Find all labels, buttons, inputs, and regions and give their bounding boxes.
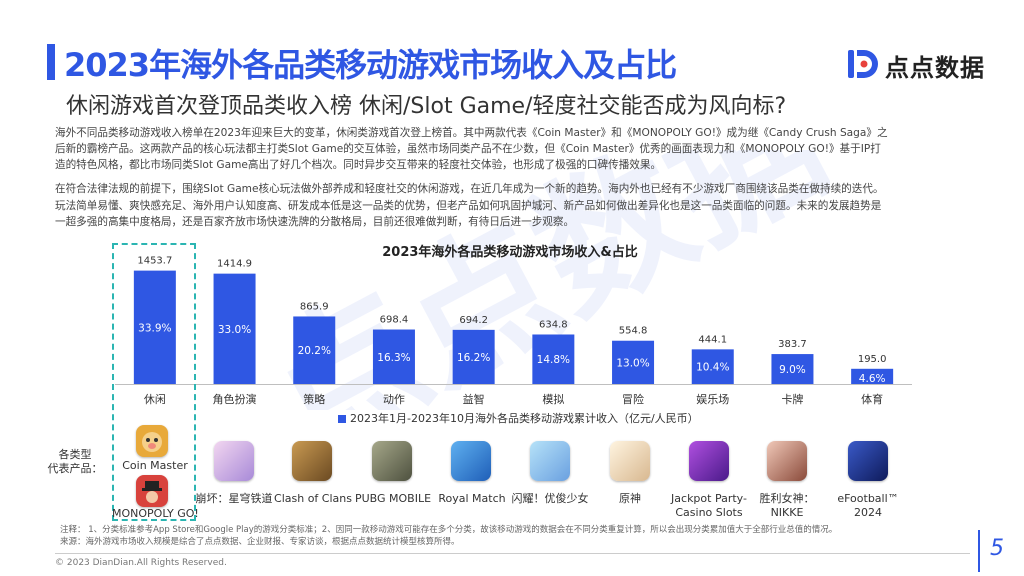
coin-master-icon (136, 425, 168, 457)
clash-of-clans-icon (292, 441, 332, 481)
body-line-6: 一超多强的高集中度格局，还是百家齐放市场快速洗牌的分散格局，目前还很难做判断，有… (55, 216, 575, 228)
share-label-2: 20.2% (298, 345, 331, 357)
bar-5 (532, 334, 575, 384)
jackpot-party-label: Jackpot Party- Casino Slots (671, 492, 747, 519)
representatives-label: 各类型 代表产品： (45, 448, 105, 476)
umamusume-label: 闪耀！优俊少女 (511, 492, 589, 505)
royal-match-label: Royal Match (438, 492, 506, 505)
body-line-5: 玩法简单易懂、爽快感充足、海外用户认知度高、研发成本低是这一品类的优势，但老产品… (55, 200, 882, 212)
footnotes: 注释： 1、分类标准参考App Store和Google Play的游戏分类标准… (60, 524, 837, 548)
diandian-logo: 点点数据 (845, 46, 985, 86)
category-label-4: 益智 (463, 392, 485, 406)
coin-master-label: Coin Master (122, 459, 188, 472)
bar-1 (213, 273, 256, 384)
bar-9 (851, 368, 894, 384)
bar-chart: 1453.7 33.9% 休闲 1414.9 33.0% 角色扮演 865.9 20.2% 策略… (115, 256, 912, 406)
bar-4 (452, 329, 495, 384)
representatives-label-line2: 代表产品： (47, 462, 103, 475)
footnote-line-2: 来源：海外游戏市场收入规模是综合了点点数据、企业财报、专家访谈，根据点点数据统计… (60, 537, 460, 547)
honkai-star-rail-label: 崩坏：星穹铁道 (195, 492, 273, 505)
chart-title: 2023年海外各品类移动游戏市场收入&占比 (382, 245, 638, 260)
body-line-3: 造的特色风格，都比市场同类Slot Game高出了好几个档次。同时异步交互带来的… (55, 159, 662, 171)
value-label-9: 195.0 (858, 354, 887, 365)
footnote-line-1: 注释： 1、分类标准参考App Store和Google Play的游戏分类标准… (60, 525, 838, 535)
share-label-6: 13.0% (616, 357, 649, 369)
category-label-2: 策略 (303, 392, 325, 406)
legend-label: 2023年1月-2023年10月海外各品类移动游戏累计收入（亿元/人民币） (350, 412, 699, 425)
jackpot-party-icon (689, 441, 729, 481)
bar-2 (293, 316, 336, 384)
value-label-7: 444.1 (698, 334, 727, 345)
logo-text: 点点数据 (885, 54, 985, 82)
chart-legend: 2023年1月-2023年10月海外各品类移动游戏累计收入（亿元/人民币） (338, 410, 699, 426)
value-label-4: 694.2 (459, 315, 488, 326)
nikke-icon (767, 441, 807, 481)
share-label-9: 4.6% (859, 373, 886, 385)
monopoly-go-label: MONOPOLY GO! (112, 507, 199, 520)
efootball-label: eFootball™ 2024 (837, 492, 899, 519)
value-label-5: 634.8 (539, 319, 568, 330)
share-label-0: 33.9% (138, 322, 171, 334)
title-accent-bar (47, 44, 55, 80)
page-number: 5 (990, 536, 1004, 561)
share-label-5: 14.8% (537, 354, 570, 366)
genshin-impact-icon (610, 441, 650, 481)
category-label-1: 角色扮演 (213, 392, 257, 406)
diandian-logo-icon (848, 50, 878, 78)
representatives-label-line1: 各类型 (58, 448, 92, 461)
page-title: 2023年海外各品类移动游戏市场收入及占比 (64, 46, 677, 84)
body-line-2: 后新的霸榜产品。这两款产品的核心玩法都主打类Slot Game的交互体验，虽然市… (55, 143, 881, 155)
honkai-star-rail-icon (214, 441, 254, 481)
genshin-impact-label: 原神 (619, 492, 641, 505)
efootball-icon (848, 441, 888, 481)
category-label-6: 冒险 (622, 392, 644, 406)
value-label-8: 383.7 (778, 339, 807, 350)
casual-highlight-box (112, 243, 196, 521)
body-line-4: 在符合法律法规的前提下，围绕Slot Game核心玩法做外部养成和轻度社交的休闲… (55, 183, 884, 195)
share-label-3: 16.3% (377, 352, 410, 364)
footer-divider (55, 553, 970, 554)
value-label-6: 554.8 (619, 326, 648, 337)
bar-0 (133, 270, 176, 384)
value-label-3: 698.4 (380, 315, 409, 326)
category-label-3: 动作 (383, 393, 405, 406)
share-label-4: 16.2% (457, 352, 490, 364)
category-label-7: 娱乐场 (696, 392, 729, 406)
category-label-9: 体育 (861, 392, 883, 406)
bar-6 (612, 340, 655, 384)
share-label-1: 33.0% (218, 324, 251, 336)
bar-3 (372, 329, 415, 384)
bar-8 (771, 354, 814, 384)
royal-match-icon (451, 441, 491, 481)
value-label-1: 1414.9 (217, 259, 252, 270)
category-label-0: 休闲 (144, 392, 166, 406)
share-label-7: 10.4% (696, 362, 729, 374)
nikke-label: 胜利女神： NIKKE (759, 492, 815, 519)
category-label-8: 卡牌 (781, 392, 803, 406)
page-number-bar (978, 530, 980, 572)
body-line-1: 海外不同品类移动游戏收入榜单在2023年迎来巨大的变革，休闲类游戏首次登上榜首。… (55, 127, 888, 139)
category-label-5: 模拟 (542, 392, 564, 406)
value-label-2: 865.9 (300, 301, 329, 312)
pubg-mobile-label: PUBG MOBILE (354, 492, 432, 505)
monopoly-go-icon (136, 475, 168, 507)
pubg-mobile-icon (372, 441, 412, 481)
legend-swatch (338, 415, 346, 423)
umamusume-icon (530, 441, 570, 481)
clash-of-clans-label: Clash of Clans (274, 492, 352, 505)
copyright-text: © 2023 DianDian.All Rights Reserved. (55, 558, 227, 568)
share-label-8: 9.0% (779, 364, 806, 376)
bar-7 (691, 349, 734, 384)
value-label-0: 1453.7 (137, 256, 172, 267)
page-subtitle: 休闲游戏首次登顶品类收入榜 休闲/Slot Game/轻度社交能否成为风向标? (66, 94, 787, 119)
